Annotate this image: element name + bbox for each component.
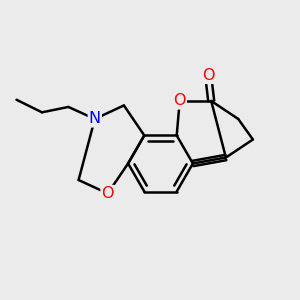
Text: O: O <box>101 186 114 201</box>
Text: O: O <box>173 93 186 108</box>
Text: O: O <box>202 68 214 83</box>
Text: N: N <box>89 111 101 126</box>
